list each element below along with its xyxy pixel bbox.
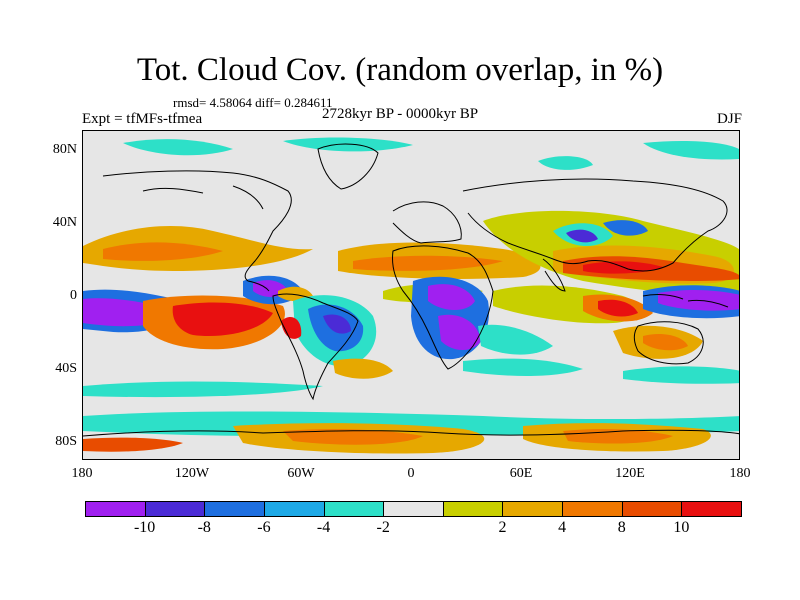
colorbar-label: -2: [376, 519, 390, 536]
colorbar-segment: [681, 501, 742, 517]
colorbar-label: 4: [558, 519, 567, 536]
colorbar-label: -10: [133, 519, 156, 536]
colorbar-label: -8: [197, 519, 211, 536]
colorbar-segment: [621, 501, 683, 517]
colorbar-label: 10: [673, 519, 690, 536]
colorbar-segment: [442, 501, 504, 517]
lon-label: 0: [407, 466, 415, 481]
colorbar: [85, 501, 742, 517]
lon-label: 180: [71, 466, 93, 481]
stats-text: rmsd= 4.58064 diff= 0.284611: [173, 95, 333, 110]
coastlines: [83, 143, 739, 437]
lat-label: 80S: [55, 434, 77, 449]
colorbar-segment: [502, 501, 564, 517]
colorbar-segment: [263, 501, 325, 517]
season-label: DJF: [716, 111, 742, 127]
lon-label: 120W: [174, 466, 210, 481]
experiment-label: Expt = tfMFs-tfmea: [82, 111, 203, 127]
colorbar-label: -6: [257, 519, 271, 536]
colorbar-segment: [144, 501, 206, 517]
colorbar-segment: [204, 501, 265, 517]
colorbar-label: -4: [316, 519, 331, 536]
colorbar-segment: [562, 501, 623, 517]
lat-label: 0: [70, 288, 77, 303]
lat-label: 40S: [55, 361, 77, 376]
plot-title: Tot. Cloud Cov. (random overlap, in %): [136, 52, 664, 88]
lat-label: 40N: [52, 215, 77, 230]
colorbar-segment: [85, 501, 146, 517]
lat-label: 80N: [52, 142, 77, 157]
map-panel: [82, 130, 740, 460]
period-label: 2728kyr BP - 0000kyr BP: [322, 106, 479, 122]
colorbar-segment: [323, 501, 385, 517]
lon-label: 120E: [615, 466, 645, 481]
contour-fills: [83, 137, 739, 454]
colorbar-label: 8: [617, 519, 626, 536]
lon-label: 180: [729, 466, 751, 481]
lon-label: 60W: [287, 466, 315, 481]
colorbar-label: 2: [498, 519, 507, 536]
cloud-cover-map: [83, 137, 739, 454]
colorbar-segment: [383, 501, 444, 517]
lon-label: 60E: [509, 466, 533, 481]
